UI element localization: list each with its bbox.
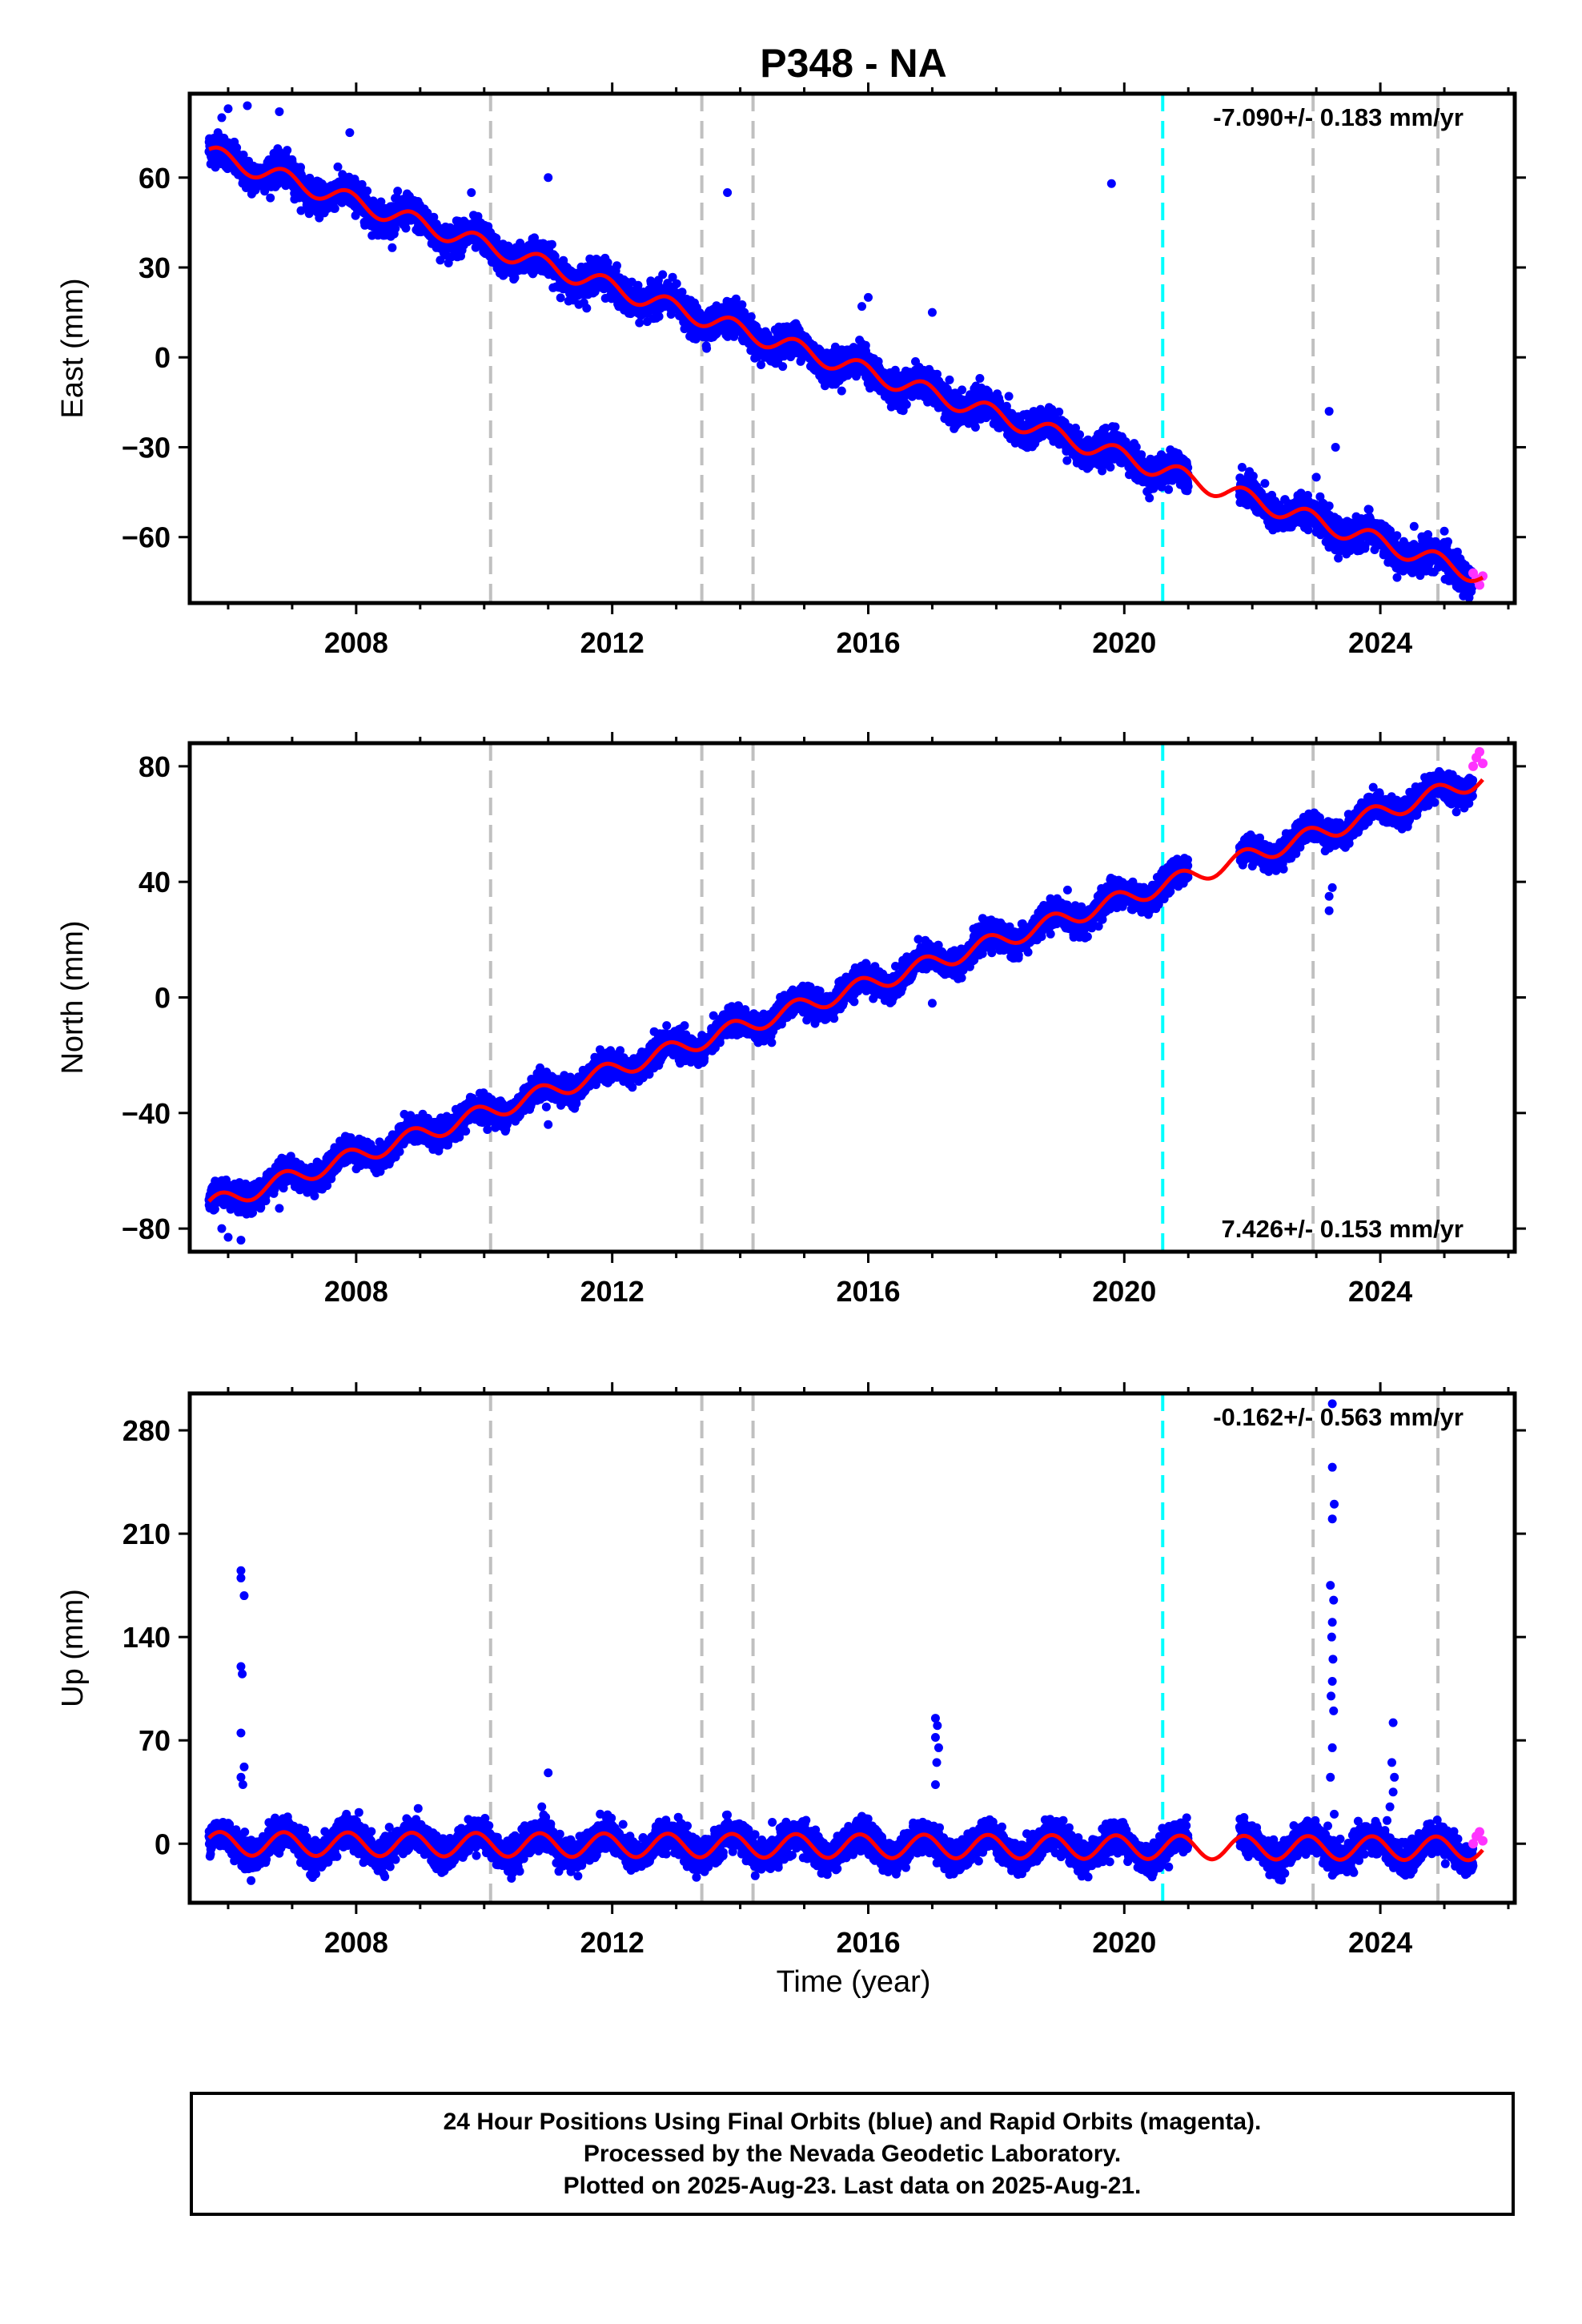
data-point xyxy=(901,400,911,409)
data-point xyxy=(547,239,556,249)
data-point xyxy=(1004,392,1014,401)
data-point xyxy=(239,151,248,159)
data-point xyxy=(958,385,967,395)
data-point xyxy=(429,212,439,222)
data-point xyxy=(975,374,985,383)
data-point xyxy=(296,206,306,215)
data-point xyxy=(436,255,445,265)
data-point xyxy=(970,423,980,432)
data-point xyxy=(654,312,664,321)
data-point xyxy=(357,179,367,189)
data-point xyxy=(283,146,292,155)
data-point xyxy=(333,162,343,171)
data-point xyxy=(582,304,592,313)
data-point xyxy=(232,143,242,152)
data-point xyxy=(401,223,411,233)
data-point xyxy=(778,362,788,372)
data-point xyxy=(612,261,621,271)
data-point xyxy=(757,360,765,369)
final-orbit-points xyxy=(204,101,1488,602)
data-point xyxy=(945,375,954,384)
data-point xyxy=(702,344,712,353)
data-point xyxy=(296,163,305,172)
data-point xyxy=(266,193,275,203)
data-point xyxy=(1075,430,1084,440)
data-point xyxy=(510,273,520,283)
data-point xyxy=(837,386,846,396)
data-point xyxy=(393,187,403,196)
data-point xyxy=(330,203,339,213)
data-point xyxy=(556,293,565,303)
data-point xyxy=(376,197,386,207)
data-point xyxy=(658,270,668,279)
data-point xyxy=(737,300,747,309)
data-point xyxy=(1054,407,1064,416)
data-point xyxy=(672,279,681,288)
chart-title: P348 - NA xyxy=(760,41,946,86)
data-point xyxy=(746,312,756,321)
data-point xyxy=(635,318,644,328)
data-point xyxy=(387,243,397,252)
data-point xyxy=(363,186,372,195)
